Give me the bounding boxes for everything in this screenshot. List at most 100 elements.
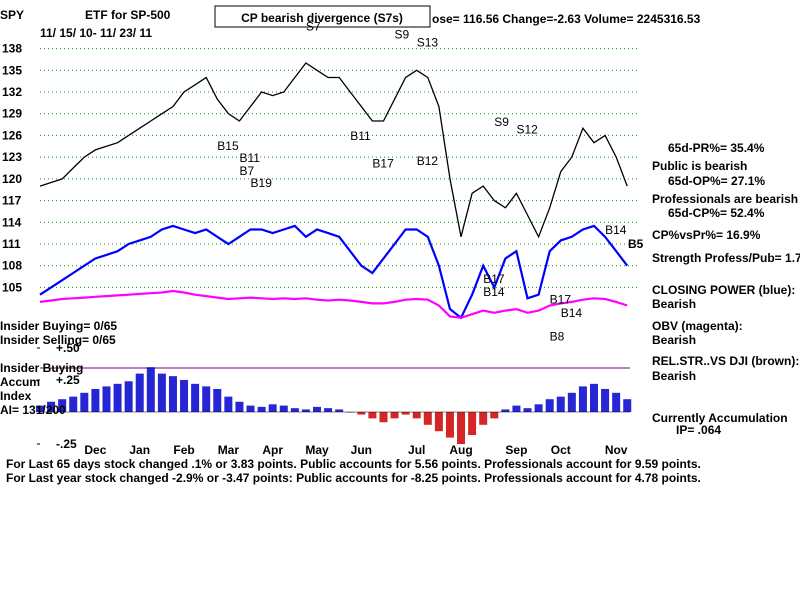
label: 65d-CP%= 52.4% bbox=[668, 206, 765, 220]
signal-label: B14 bbox=[561, 306, 583, 320]
accum-bar bbox=[257, 406, 266, 412]
x-tick-label: Jan bbox=[129, 443, 150, 457]
accum-bar bbox=[468, 412, 477, 436]
label: B5 bbox=[628, 237, 644, 251]
signal-label: B14 bbox=[483, 285, 505, 299]
label: ETF for SP-500 bbox=[85, 8, 171, 22]
accum-bar bbox=[324, 408, 333, 412]
y-tick-label: 111 bbox=[2, 237, 21, 251]
label: OBV (magenta): bbox=[652, 319, 743, 333]
accum-bar bbox=[202, 386, 211, 412]
label: Strength Profess/Pub= 1.7 bbox=[652, 251, 800, 265]
y-tick-label: 120 bbox=[2, 172, 22, 186]
accum-bar bbox=[301, 409, 310, 412]
accum-bar bbox=[157, 373, 166, 412]
accum-bar bbox=[213, 388, 222, 412]
y-tick-label: 108 bbox=[2, 259, 22, 273]
x-tick-label: Jul bbox=[408, 443, 425, 457]
accum-bar bbox=[135, 373, 144, 412]
x-tick-label: Jun bbox=[351, 443, 372, 457]
label: Public is bearish bbox=[652, 159, 747, 173]
x-tick-label: Sep bbox=[505, 443, 527, 457]
accum-bar bbox=[590, 383, 598, 412]
x-tick-label: Dec bbox=[84, 443, 106, 457]
label: 65d-OP%= 27.1% bbox=[668, 174, 765, 188]
accum-bar bbox=[80, 392, 89, 412]
accum-bar bbox=[368, 412, 377, 419]
accum-bar bbox=[69, 396, 78, 412]
y-tick-label: 117 bbox=[2, 194, 22, 208]
signal-label: S9 bbox=[395, 27, 410, 41]
accum-bar bbox=[58, 399, 67, 412]
accum-bar bbox=[246, 405, 255, 412]
x-tick-label: Feb bbox=[173, 443, 194, 457]
accum-bar bbox=[47, 401, 56, 412]
accum-bar bbox=[501, 409, 510, 412]
label: Professionals are bearish bbox=[652, 192, 798, 206]
accum-bar bbox=[36, 405, 44, 412]
y-tick-label: -.25 bbox=[56, 437, 77, 451]
y-tick-label: 135 bbox=[2, 63, 22, 77]
x-tick-label: Mar bbox=[218, 443, 240, 457]
accum-bar bbox=[91, 388, 100, 412]
label: Currently Accumulation bbox=[652, 411, 788, 425]
label: For Last year stock changed -2.9% or -3.… bbox=[6, 471, 701, 485]
accum-bar bbox=[191, 383, 200, 412]
x-tick-label: Apr bbox=[262, 443, 283, 457]
signal-label: B17 bbox=[483, 272, 505, 286]
accum-bar bbox=[523, 408, 532, 412]
accum-bar bbox=[567, 392, 576, 412]
accum-bar bbox=[279, 405, 288, 412]
label: REL.STR..VS DJI (brown): bbox=[652, 354, 799, 368]
label: Bearish bbox=[652, 369, 696, 383]
accum-bar bbox=[146, 367, 155, 412]
y-tick-label: +.25 bbox=[56, 373, 80, 387]
accum-bar bbox=[545, 399, 554, 412]
label: Insider Buying bbox=[0, 361, 83, 375]
x-tick-label: Oct bbox=[551, 443, 571, 457]
accum-bar bbox=[423, 412, 432, 425]
accum-bar bbox=[556, 396, 565, 412]
signal-label: B12 bbox=[417, 154, 439, 168]
signal-label: B7 bbox=[239, 164, 254, 178]
label: Accum bbox=[0, 375, 40, 389]
label: 11/ 15/ 10- 11/ 23/ 11 bbox=[40, 26, 152, 40]
signal-label: B17 bbox=[550, 292, 572, 306]
accum-bar bbox=[401, 412, 410, 415]
accum-bar bbox=[235, 401, 244, 412]
signal-label: B11 bbox=[239, 151, 260, 165]
accum-bar bbox=[479, 412, 488, 425]
label: AI= 131/200 bbox=[0, 403, 66, 417]
accum-bar bbox=[113, 383, 122, 412]
accum-bar bbox=[335, 409, 344, 412]
x-tick-label: Nov bbox=[605, 443, 628, 457]
x-tick-label: Aug bbox=[449, 443, 472, 457]
accum-bar bbox=[168, 376, 177, 412]
signal-label: B8 bbox=[550, 329, 565, 343]
y-tick-label: 126 bbox=[2, 128, 22, 142]
accum-bar bbox=[512, 405, 521, 412]
y-tick-label: 138 bbox=[2, 42, 22, 56]
signal-label: S13 bbox=[417, 35, 439, 49]
signal-label: S12 bbox=[516, 122, 538, 136]
y-tick-label: 132 bbox=[2, 85, 22, 99]
accum-bar bbox=[224, 396, 233, 412]
y-tick-label: 123 bbox=[2, 150, 22, 164]
label: Insider Selling= 0/65 bbox=[0, 333, 116, 347]
signal-label: B14 bbox=[605, 223, 627, 237]
accum-bar bbox=[457, 412, 466, 444]
label: 65d-PR%= 35.4% bbox=[668, 141, 765, 155]
accum-bar bbox=[390, 412, 399, 419]
series-line bbox=[39, 62, 628, 239]
signal-box bbox=[214, 5, 431, 28]
label: ose= 116.56 Change=-2.63 Volume= 2245316… bbox=[432, 12, 701, 26]
accum-bar bbox=[124, 381, 133, 412]
signal-label: B19 bbox=[251, 176, 273, 190]
label: IP= .064 bbox=[676, 423, 721, 437]
accum-bar bbox=[601, 388, 610, 412]
label: Bearish bbox=[652, 297, 696, 311]
signal-label: B15 bbox=[217, 139, 239, 153]
label: CLOSING POWER (blue): bbox=[652, 283, 795, 297]
